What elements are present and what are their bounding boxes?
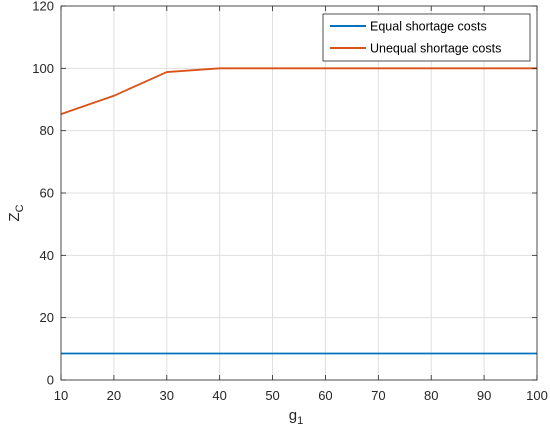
y-tick-label: 20 (40, 310, 54, 325)
y-tick-label: 0 (47, 373, 54, 388)
x-tick-label: 90 (477, 388, 491, 403)
x-tick-label: 50 (265, 388, 279, 403)
x-tick-label: 80 (424, 388, 438, 403)
x-axis-label: g1 (289, 407, 303, 427)
legend-box (322, 13, 531, 62)
axes (60, 5, 538, 381)
y-axis-label-main: Z (6, 212, 23, 221)
legend-label-unequal: Unequal shortage costs (370, 42, 501, 56)
y-tick-label: 60 (40, 186, 54, 201)
x-tick-label: 60 (318, 388, 332, 403)
x-tick-label: 10 (54, 388, 68, 403)
x-tick-label: 20 (107, 388, 121, 403)
legend-label-equal: Equal shortage costs (370, 20, 487, 34)
x-axis-label-main: g (289, 407, 297, 424)
series-layer (60, 67, 537, 355)
x-axis-label-subscript: 1 (297, 415, 303, 427)
tick-labels: 10 20 30 40 50 60 70 80 90 100 0 20 40 60 80 100 120 (32, 0, 548, 403)
y-tick-label: 80 (40, 123, 54, 138)
x-tick-label: 70 (371, 388, 385, 403)
y-tick-label: 40 (40, 248, 54, 263)
series-line-unequal (60, 67, 537, 116)
y-tick-label: 100 (32, 61, 54, 76)
x-tick-label: 100 (526, 388, 548, 403)
legend: Equal shortage costs Unequal shortage co… (322, 13, 531, 62)
y-axis-label-subscript: C (14, 204, 26, 212)
y-tick-label: 120 (32, 0, 54, 14)
x-tick-label: 30 (160, 388, 174, 403)
x-tick-label: 40 (212, 388, 226, 403)
y-axis-label: ZC (6, 204, 26, 221)
